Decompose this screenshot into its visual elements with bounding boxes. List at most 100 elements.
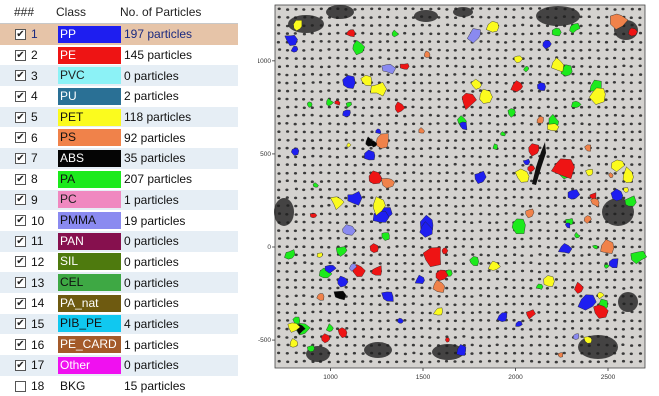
- grid-dot: [394, 204, 398, 207]
- grid-dot: [537, 311, 541, 314]
- grid-dot: [562, 98, 567, 101]
- table-row[interactable]: ✔ 6 PS 92 particles: [0, 127, 238, 148]
- grid-dot: [462, 188, 466, 192]
- table-row[interactable]: ✔ 15 PIB_PE 4 particles: [0, 313, 238, 335]
- grid-dot: [412, 122, 416, 126]
- visibility-checkbox[interactable]: ✔: [15, 215, 26, 227]
- grid-dot: [487, 303, 491, 307]
- visibility-checkbox[interactable]: ✔: [15, 297, 26, 309]
- grid-dot: [369, 310, 373, 314]
- grid-dot: [344, 319, 348, 323]
- grid-dot: [605, 253, 609, 256]
- table-row[interactable]: ✔ 17 Other 0 particles: [0, 355, 238, 376]
- particle-blob: [293, 20, 303, 32]
- table-row[interactable]: ✔ 16 PE_CARD 1 particles: [0, 334, 238, 355]
- header-class[interactable]: Class: [56, 4, 87, 19]
- visibility-checkbox[interactable]: ✔: [15, 318, 26, 330]
- grid-dot: [605, 15, 609, 19]
- grid-dot: [529, 237, 533, 240]
- grid-dot: [360, 229, 365, 232]
- grid-dot: [285, 81, 289, 85]
- grid-dot: [344, 237, 348, 240]
- table-row[interactable]: ✔ 8 PA 207 particles: [0, 169, 238, 190]
- grid-dot: [538, 204, 542, 207]
- table-row[interactable]: ✔ 9 PC 1 particles: [0, 189, 238, 211]
- visibility-checkbox[interactable]: ✔: [15, 28, 26, 40]
- grid-dot: [302, 130, 306, 134]
- grid-dot: [361, 253, 365, 256]
- grid-dot: [336, 188, 340, 191]
- grid-dot: [293, 311, 298, 315]
- table-row[interactable]: ✔ 7 ABS 35 particles: [0, 148, 238, 169]
- grid-dot: [294, 213, 298, 216]
- grid-dot: [285, 196, 289, 199]
- table-row[interactable]: ✔ 1 PP 197 particles: [0, 24, 238, 45]
- table-row[interactable]: ✔ 10 PMMA 19 particles: [0, 210, 238, 231]
- grid-dot: [588, 113, 592, 117]
- grid-dot: [487, 261, 491, 265]
- header-count[interactable]: No. of Particles: [120, 4, 202, 19]
- table-row[interactable]: ✔ 14 PA_nat 0 particles: [0, 293, 238, 314]
- grid-dot: [487, 113, 492, 117]
- grid-dot: [403, 311, 407, 314]
- header-id[interactable]: ###: [14, 4, 35, 19]
- grid-dot: [277, 65, 282, 68]
- grid-dot: [478, 89, 483, 92]
- grid-dot: [520, 254, 524, 257]
- visibility-checkbox[interactable]: ✔: [15, 152, 26, 164]
- visibility-checkbox[interactable]: ✔: [15, 194, 26, 206]
- grid-dot: [429, 294, 433, 298]
- table-row[interactable]: ✔ 11 PAN 0 particles: [0, 230, 238, 252]
- grid-dot: [604, 237, 608, 240]
- grid-dot: [310, 319, 314, 323]
- grid-dot: [571, 360, 575, 363]
- visibility-checkbox[interactable]: ✔: [15, 111, 26, 123]
- grid-dot: [562, 114, 566, 118]
- grid-dot: [487, 139, 491, 142]
- table-row[interactable]: ✔ 13 CEL 0 particles: [0, 272, 238, 293]
- grid-dot: [369, 212, 373, 216]
- grid-dot: [319, 73, 323, 77]
- grid-dot: [597, 114, 601, 118]
- grid-dot: [446, 23, 450, 27]
- visibility-checkbox[interactable]: ✔: [15, 256, 26, 268]
- visibility-checkbox[interactable]: ✔: [15, 235, 26, 247]
- particle-count: 4 particles: [124, 316, 179, 331]
- particle-count: 0 particles: [124, 358, 179, 373]
- grid-dot: [294, 196, 298, 200]
- visibility-checkbox[interactable]: ✔: [15, 90, 26, 102]
- grid-dot: [630, 7, 634, 11]
- visibility-checkbox[interactable]: [15, 380, 26, 392]
- visibility-checkbox[interactable]: ✔: [15, 339, 26, 351]
- grid-dot: [546, 172, 550, 175]
- grid-dot: [419, 147, 423, 150]
- grid-dot: [629, 16, 633, 19]
- table-row[interactable]: ✔ 3 PVC 0 particles: [0, 65, 238, 87]
- grid-dot: [487, 213, 491, 216]
- grid-dot: [487, 122, 491, 125]
- particle-blob: [496, 312, 508, 322]
- grid-dot: [512, 162, 516, 166]
- grid-dot: [470, 229, 474, 233]
- visibility-checkbox[interactable]: ✔: [15, 49, 26, 61]
- grid-dot: [310, 269, 314, 273]
- grid-dot: [571, 311, 575, 315]
- table-row[interactable]: ✔ 4 PU 2 particles: [0, 86, 238, 107]
- grid-dot: [454, 139, 458, 142]
- table-row[interactable]: 18 BKG 15 particles: [0, 376, 238, 396]
- grid-dot: [302, 344, 306, 347]
- grid-dot: [538, 98, 542, 101]
- visibility-checkbox[interactable]: ✔: [15, 277, 26, 289]
- table-row[interactable]: ✔ 2 PE 145 particles: [0, 45, 238, 66]
- grid-dot: [513, 246, 517, 249]
- grid-dot: [470, 155, 474, 158]
- table-row[interactable]: ✔ 5 PET 118 particles: [0, 106, 238, 128]
- visibility-checkbox[interactable]: ✔: [15, 132, 26, 144]
- visibility-checkbox[interactable]: ✔: [15, 359, 26, 371]
- grid-dot: [638, 237, 642, 241]
- visibility-checkbox[interactable]: ✔: [15, 70, 26, 82]
- visibility-checkbox[interactable]: ✔: [15, 173, 26, 185]
- grid-dot: [436, 302, 440, 306]
- table-row[interactable]: ✔ 12 SIL 0 particles: [0, 252, 238, 273]
